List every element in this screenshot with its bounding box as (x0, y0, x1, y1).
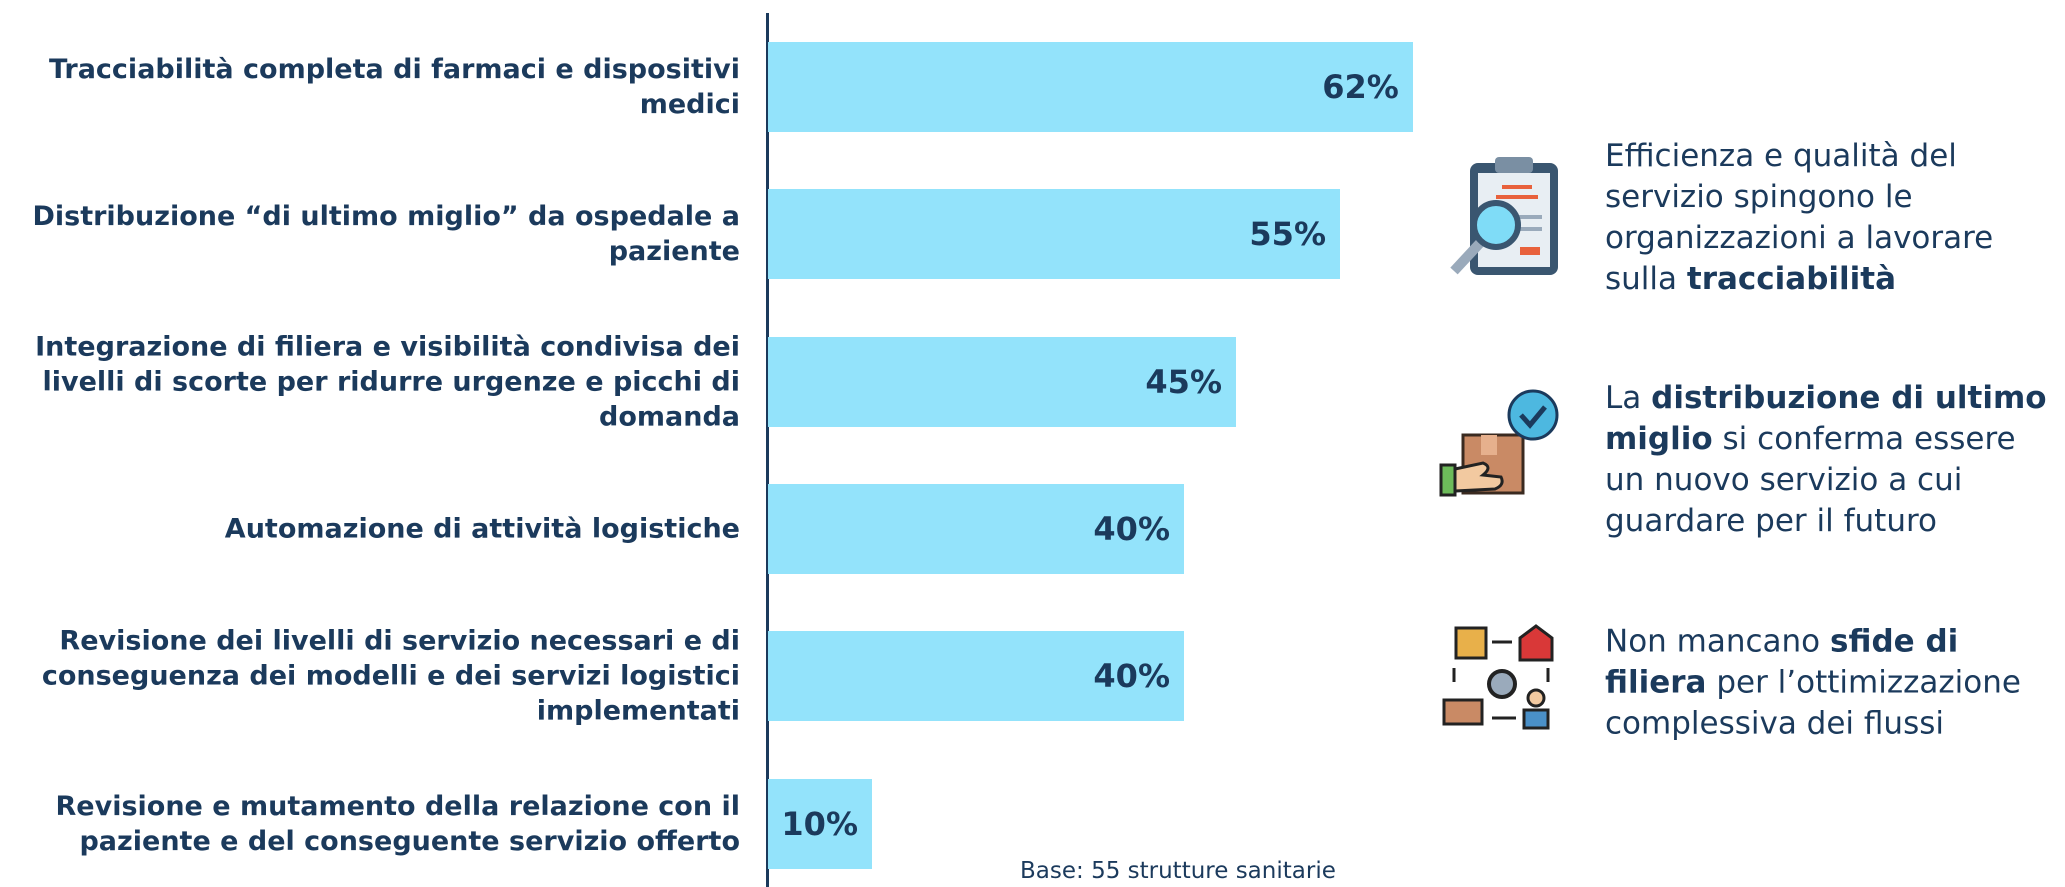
bar (768, 42, 1413, 132)
icon-clipboard (1450, 157, 1558, 275)
bar (768, 189, 1340, 280)
value-label: 55% (1249, 215, 1326, 254)
bold-text: distribuzione di ultimo miglio (1605, 380, 2047, 457)
text: Efficienza e qualità del servizio spingo… (1605, 138, 1994, 297)
category-label: Automazione di attività logistiche (224, 513, 740, 545)
bold-text: sfide di filiera (1605, 623, 1959, 701)
text: si conferma essere un nuovo servizio a c… (1605, 421, 2016, 539)
value-label: 10% (781, 804, 858, 843)
category-label: Revisione dei livelli di servizio necess… (41, 625, 740, 727)
bar (768, 336, 1236, 427)
value-label: 40% (1093, 657, 1170, 696)
bar (768, 778, 872, 869)
text: La (1605, 380, 1652, 416)
category-label: Revisione e mutamento della relazione co… (55, 790, 741, 857)
category-label: Integrazione di filiera e visibilità con… (35, 331, 740, 433)
value-label: 40% (1093, 509, 1170, 548)
value-label: 62% (1322, 68, 1399, 106)
icon-delivery (1439, 389, 1559, 497)
text: per l’ottimizzazione complessiva dei flu… (1605, 664, 2021, 742)
text: Non mancano (1605, 623, 1831, 660)
value-label: 45% (1145, 362, 1222, 401)
insight-text: La distribuzione di ultimo miglio si con… (1605, 378, 2060, 542)
note: Base: 55 strutture sanitarie (1020, 858, 1336, 884)
icon-supply-chain (1442, 624, 1554, 730)
bar (768, 483, 1184, 574)
axis-line (766, 13, 769, 887)
insight-text: Efficienza e qualità del servizio spingo… (1605, 136, 2060, 300)
bold-text: tracciabilità (1686, 261, 1897, 297)
category-label: Distribuzione “di ultimo miglio” da ospe… (32, 201, 740, 268)
insight-text: Non mancano sfide di filiera per l’ottim… (1605, 622, 2060, 745)
category-label: Tracciabilità completa di farmaci e disp… (48, 54, 740, 120)
bar (768, 631, 1184, 722)
